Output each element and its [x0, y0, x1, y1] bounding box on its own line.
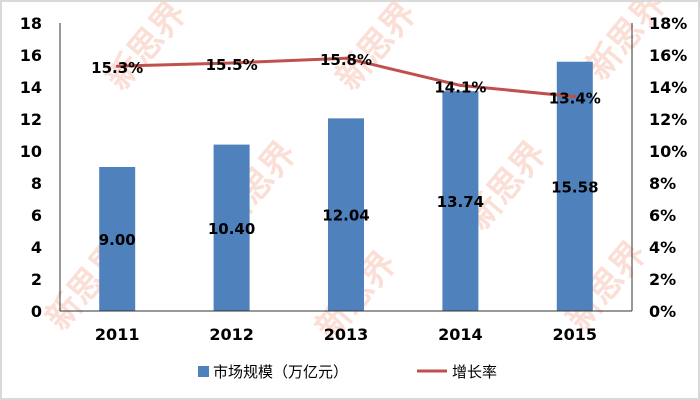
bar-2015: [556, 61, 593, 311]
right-tick-label: 12%: [649, 110, 687, 129]
line-value-label: 14.1%: [434, 78, 486, 96]
x-tick-label: 2011: [95, 325, 140, 344]
left-tick-label: 10: [20, 142, 42, 161]
bar-2013: [328, 118, 364, 311]
bar-value-label: 13.74: [437, 193, 484, 211]
right-tick-label: 16%: [649, 46, 687, 65]
right-tick-label: 10%: [649, 142, 687, 161]
legend-bar-label: 市场规模（万亿元）: [213, 363, 348, 381]
left-tick-label: 18: [20, 14, 42, 33]
x-tick-label: 2012: [209, 325, 254, 344]
bar-value-label: 15.58: [551, 178, 598, 196]
right-tick-label: 0%: [649, 302, 676, 321]
growth-rate-point-2013: [344, 56, 348, 60]
bar-2012: [213, 144, 250, 311]
x-tick-label: 2014: [438, 325, 483, 344]
growth-rate-point-2014: [458, 83, 462, 87]
right-tick-label: 4%: [649, 238, 676, 257]
line-value-label: 15.8%: [320, 51, 372, 69]
legend-bar-swatch: [198, 366, 209, 377]
x-tick-label: 2013: [324, 325, 369, 344]
right-tick-label: 8%: [649, 174, 676, 193]
right-tick-label: 6%: [649, 206, 676, 225]
growth-rate-point-2011: [115, 64, 119, 68]
legend: 市场规模（万亿元） 增长率: [198, 363, 497, 381]
bar-2011: [99, 167, 136, 311]
line-value-label: 15.5%: [206, 56, 258, 74]
left-tick-label: 4: [31, 238, 42, 257]
line-value-label: 13.4%: [549, 90, 601, 108]
left-tick-label: 2: [31, 270, 42, 289]
right-tick-label: 18%: [649, 14, 687, 33]
left-tick-label: 0: [31, 302, 42, 321]
left-tick-label: 14: [20, 78, 42, 97]
growth-rate-point-2012: [230, 61, 234, 65]
left-tick-label: 6: [31, 206, 42, 225]
growth-rate-point-2015: [573, 95, 577, 99]
right-tick-label: 14%: [649, 78, 687, 97]
watermark-logo-text: 新思界: [98, 2, 194, 98]
bar-value-label: 10.40: [208, 220, 255, 238]
bar-2014: [442, 91, 479, 311]
bar-value-label: 12.04: [322, 207, 369, 225]
left-tick-label: 12: [20, 110, 42, 129]
x-tick-label: 2015: [553, 325, 598, 344]
left-tick-label: 8: [31, 174, 42, 193]
line-value-label: 15.3%: [91, 59, 143, 77]
right-tick-label: 2%: [649, 270, 676, 289]
bar-value-label: 9.00: [99, 231, 136, 249]
watermark-logo-text: 新思界: [328, 2, 424, 98]
left-tick-label: 16: [20, 46, 42, 65]
legend-line-label: 增长率: [452, 363, 497, 381]
